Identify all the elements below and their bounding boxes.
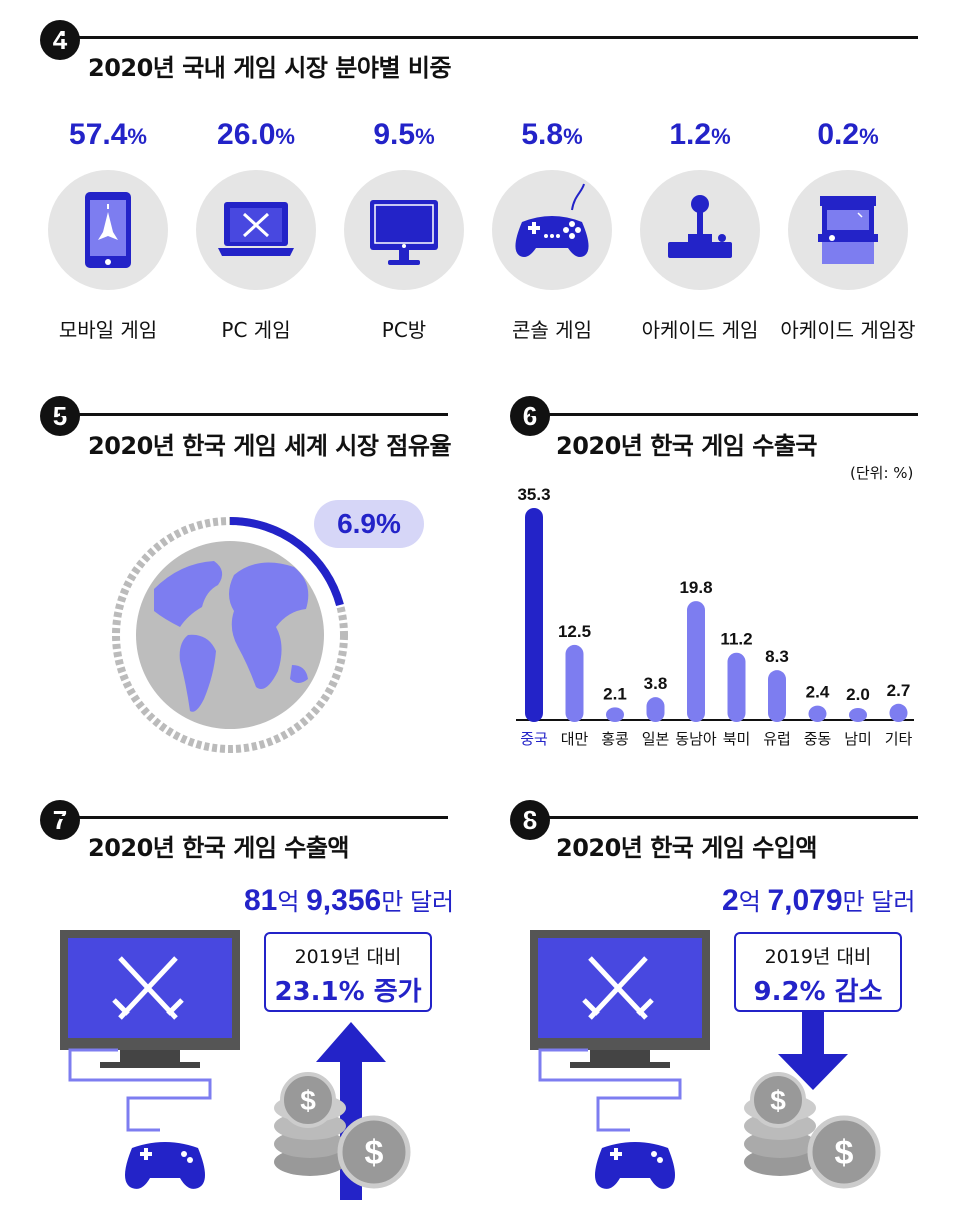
export-amount: 81억 9,356만 달러 <box>244 884 455 917</box>
joystick-icon-circle <box>640 170 760 290</box>
value-label: 2.1 <box>603 684 627 703</box>
label-console: 콘솔 게임 <box>512 318 592 342</box>
bar-기타 <box>889 703 908 722</box>
bar-일본 <box>646 697 665 722</box>
value-label: 19.8 <box>679 578 712 597</box>
monitor-icon-circle <box>344 170 464 290</box>
arcade-machine-icon <box>818 196 878 264</box>
import-change-box: 2019년 대비 9.2% 감소 <box>734 932 902 1012</box>
smartphone-icon-circle <box>48 170 168 290</box>
category-label: 유럽 <box>763 730 791 748</box>
category-label: 대만 <box>561 730 589 748</box>
section-6-badge: 6 <box>510 396 550 436</box>
value-label: 12.5 <box>558 622 591 641</box>
value-label: 2.4 <box>806 683 830 702</box>
svg-text:$: $ <box>835 1134 854 1172</box>
bar-유럽 <box>768 670 786 722</box>
svg-text:$: $ <box>770 1085 786 1116</box>
section-4-rule <box>60 36 918 39</box>
import-compare-label: 2019년 대비 <box>764 946 872 968</box>
export-illustration: $ $ <box>60 930 411 1200</box>
label-arcade: 아케이드 게임 <box>641 318 759 342</box>
value-label: 3.8 <box>644 674 668 693</box>
gamepad-icon <box>515 183 589 257</box>
label-pcbang: PC방 <box>381 318 427 342</box>
bar-중동 <box>808 705 827 722</box>
value-label: 35.3 <box>517 485 550 504</box>
category-label: 홍콩 <box>601 730 629 748</box>
section-6-title: 2020년 한국 게임 수출국 <box>556 432 818 460</box>
export-bar-chart: 35.3 중국 12.5 대만 2.1 홍콩 3.8 일본 19.8 동남아 11.2 북미 8.3 유럽… <box>516 485 914 748</box>
pct-console: 5.8% <box>521 118 583 151</box>
label-pc: PC 게임 <box>221 318 291 342</box>
bar-남미 <box>849 707 867 722</box>
laptop-icon <box>218 202 294 256</box>
bar-동남아 <box>687 601 705 722</box>
category-label: 남미 <box>844 730 872 748</box>
section-7-title: 2020년 한국 게임 수출액 <box>88 834 350 862</box>
chart-unit: (단위: %) <box>850 464 914 482</box>
section-5-rule <box>60 413 448 416</box>
export-change-box: 2019년 대비 23.1% 증가 <box>264 932 432 1012</box>
import-illustration: $ $ <box>530 930 881 1189</box>
section-7-rule <box>60 816 448 819</box>
category-label: 일본 <box>642 730 670 748</box>
label-arcade-hall: 아케이드 게임장 <box>780 318 916 342</box>
pct-arcade-hall: 0.2% <box>817 118 879 151</box>
import-change-value: 9.2% 감소 <box>753 977 883 1007</box>
section-6-rule <box>530 413 918 416</box>
value-label: 2.7 <box>887 681 911 700</box>
section-5-title: 2020년 한국 게임 세계 시장 점유율 <box>88 432 452 460</box>
section-8-badge: 8 <box>510 800 550 840</box>
value-label: 2.0 <box>846 685 870 704</box>
section-4-title: 2020년 국내 게임 시장 분야별 비중 <box>88 54 452 82</box>
category-label: 중국 <box>520 730 548 748</box>
export-change-value: 23.1% 증가 <box>274 977 422 1007</box>
bar-북미 <box>727 652 746 722</box>
svg-text:$: $ <box>300 1085 316 1116</box>
export-compare-label: 2019년 대비 <box>294 946 402 968</box>
value-label: 8.3 <box>765 647 789 666</box>
pct-pc: 26.0% <box>217 118 295 151</box>
value-label: 11.2 <box>720 630 752 649</box>
bar-중국 <box>525 508 543 722</box>
svg-text:$: $ <box>365 1134 384 1172</box>
joystick-icon <box>668 195 732 258</box>
bar-대만 <box>565 644 584 722</box>
share-bubble: 6.9% <box>314 500 424 548</box>
pct-arcade: 1.2% <box>669 118 731 151</box>
section-4-badge: 4 <box>40 20 80 60</box>
bar-홍콩 <box>606 707 624 722</box>
category-label: 기타 <box>885 730 913 748</box>
section-5-badge: 5 <box>40 396 80 436</box>
smartphone-icon <box>85 192 131 268</box>
category-label: 북미 <box>723 730 751 748</box>
monitor-icon <box>370 200 438 265</box>
pct-mobile: 57.4% <box>69 118 147 151</box>
globe-graphic <box>112 517 348 753</box>
arcade-machine-icon-circle <box>788 170 908 290</box>
import-amount: 2억 7,079만 달러 <box>722 884 916 917</box>
category-label: 동남아 <box>675 730 717 748</box>
label-mobile: 모바일 게임 <box>58 318 158 342</box>
section-8-title: 2020년 한국 게임 수입액 <box>556 834 818 862</box>
section-8-rule <box>530 816 918 819</box>
category-label: 중동 <box>804 730 832 748</box>
share-arc <box>229 517 344 607</box>
pct-pcbang: 9.5% <box>373 118 435 151</box>
section-7-badge: 7 <box>40 800 80 840</box>
gamepad-icon-circle <box>492 170 612 290</box>
laptop-icon-circle <box>196 170 316 290</box>
